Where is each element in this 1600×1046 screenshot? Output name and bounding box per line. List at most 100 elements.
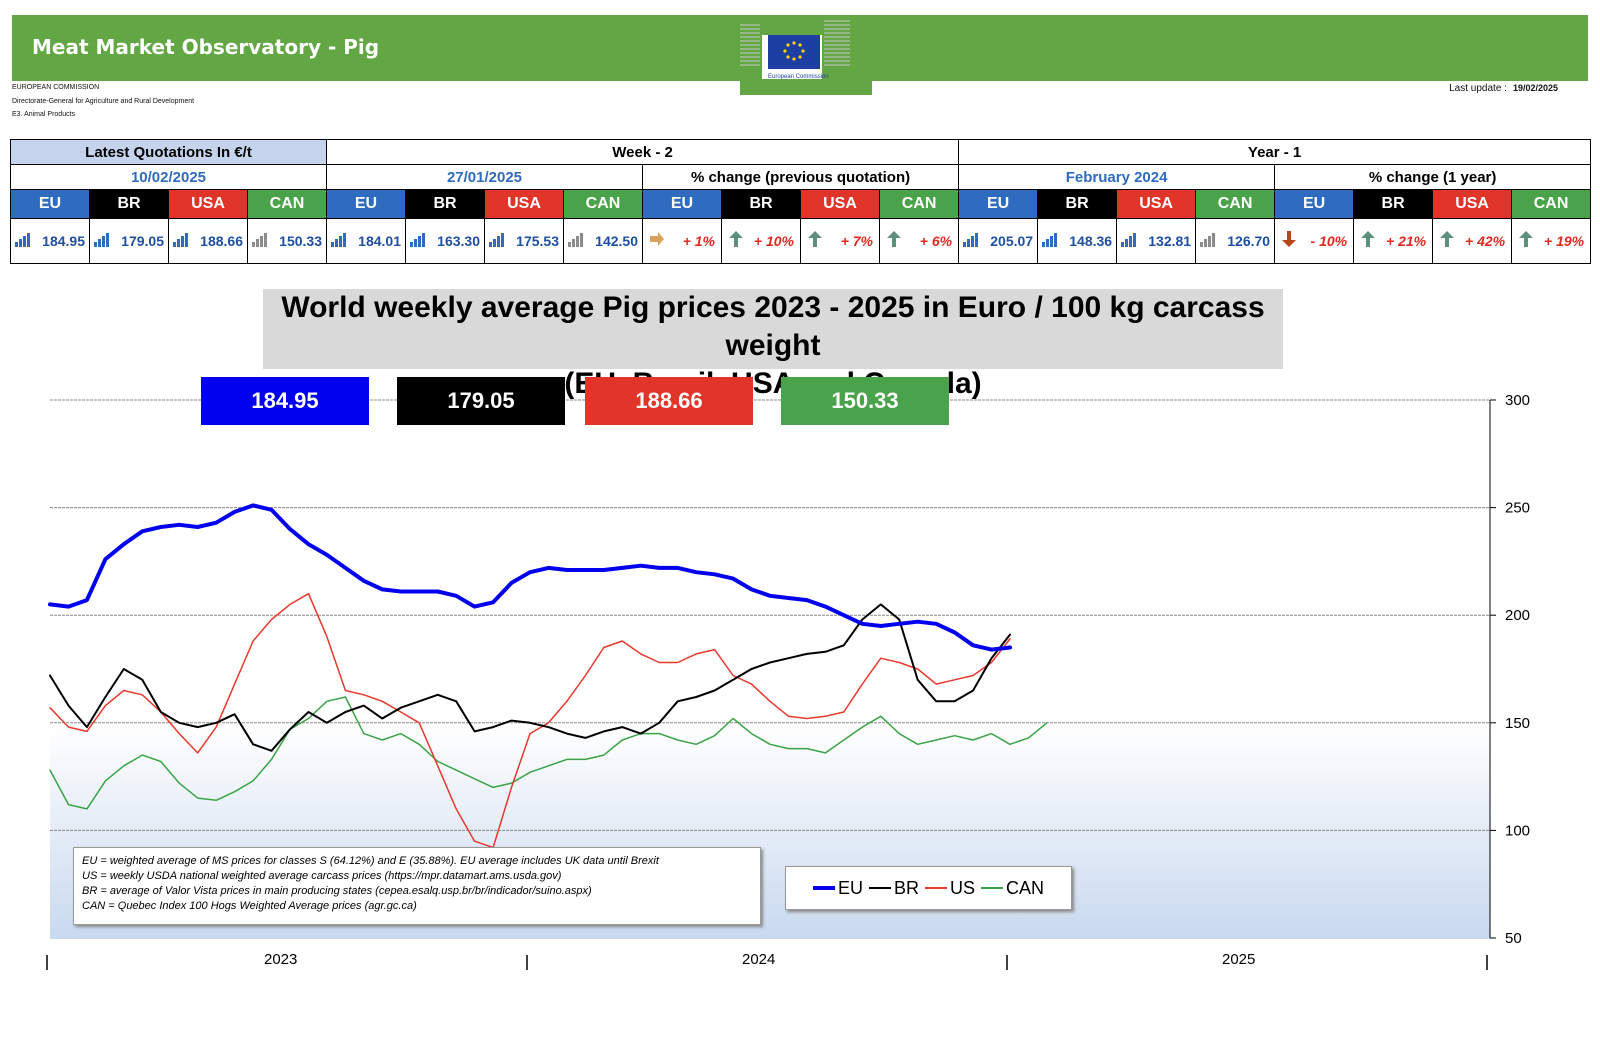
y-tick-label: 250 — [1505, 500, 1530, 517]
chart-legend: EU BR US CAN — [785, 866, 1072, 910]
value-box-eu: 184.95 — [201, 377, 369, 425]
note-br: BR = average of Valor Vista prices in ma… — [82, 885, 592, 897]
series-line-eu — [48, 503, 1012, 652]
legend-item-us: US — [925, 878, 975, 899]
quote-value: 148.36 — [1037, 218, 1118, 264]
legend-line-us — [925, 887, 947, 889]
org-line-3: E3. Animal Products — [12, 111, 76, 118]
quote-value: 175.53 — [484, 218, 564, 264]
legend-line-can — [981, 887, 1004, 889]
x-label-2023: 2023 — [264, 951, 298, 968]
series-line-br — [49, 603, 1011, 752]
col-br: BR — [405, 189, 485, 219]
year1-label: Year - 1 — [958, 139, 1592, 165]
pct-change: + 19% — [1511, 218, 1592, 264]
bar-chart-icon — [331, 233, 346, 247]
col-eu: EU — [326, 189, 406, 219]
latest-date: 10/02/2025 — [10, 164, 327, 190]
arrow-up-icon — [729, 231, 743, 247]
arrow-right-icon — [650, 232, 664, 246]
quote-value: 205.07 — [958, 218, 1039, 264]
value-box-br: 179.05 — [397, 377, 565, 425]
col-can: CAN — [1511, 189, 1592, 219]
bar-chart-icon — [410, 233, 425, 247]
legend-line-br — [868, 887, 891, 889]
pct-change: + 21% — [1353, 218, 1434, 264]
arrow-down-icon — [1282, 231, 1297, 247]
source-notes: EU = weighted average of MS prices for c… — [73, 847, 761, 925]
bar-chart-icon — [963, 233, 979, 247]
col-usa: USA — [168, 189, 248, 219]
pct-change: + 1% — [642, 218, 722, 264]
quote-value: 142.50 — [563, 218, 643, 264]
pct-year-label: % change (1 year) — [1274, 164, 1592, 190]
x-label-2025: 2025 — [1222, 951, 1256, 968]
bar-chart-icon — [173, 233, 188, 247]
col-eu: EU — [958, 189, 1039, 219]
col-eu: EU — [1274, 189, 1355, 219]
quote-value: 150.33 — [247, 218, 327, 264]
col-br: BR — [721, 189, 801, 219]
legend-item-eu: EU — [812, 878, 863, 899]
y-tick-label: 150 — [1505, 715, 1530, 732]
quote-value: 163.30 — [405, 218, 485, 264]
col-eu: EU — [642, 189, 722, 219]
latest-label: Latest Quotations In €/t — [10, 139, 327, 165]
col-can: CAN — [563, 189, 643, 219]
y-tick-label: 50 — [1505, 930, 1522, 947]
note-can: CAN = Quebec Index 100 Hogs Weighted Ave… — [82, 900, 417, 912]
quote-value: 126.70 — [1195, 218, 1276, 264]
col-br: BR — [1037, 189, 1118, 219]
quote-value: 184.01 — [326, 218, 406, 264]
x-label-2024: 2024 — [742, 951, 776, 968]
y-tick-label: 300 — [1505, 392, 1530, 409]
col-can: CAN — [1195, 189, 1276, 219]
arrow-up-icon — [808, 231, 822, 247]
note-eu: EU = weighted average of MS prices for c… — [82, 855, 659, 867]
col-usa: USA — [484, 189, 564, 219]
legend-item-br: BR — [868, 878, 919, 899]
bar-chart-icon — [15, 233, 30, 247]
org-line-1: EUROPEAN COMMISSION — [12, 84, 100, 91]
pct-change: + 6% — [878, 218, 960, 264]
arrow-up-icon — [887, 231, 901, 247]
pct-change: - 10% — [1274, 218, 1355, 264]
quote-value: 179.05 — [89, 218, 169, 264]
col-usa: USA — [1432, 189, 1513, 219]
bar-chart-icon — [1042, 233, 1058, 247]
svg-text:European Commission: European Commission — [768, 74, 829, 80]
series-line-can — [49, 696, 1048, 810]
col-br: BR — [89, 189, 169, 219]
chart-title: World weekly average Pig prices 2023 - 2… — [263, 289, 1283, 400]
quotations-table: Latest Quotations In €/t Week - 2 Year -… — [10, 139, 1592, 264]
y-tick-label: 100 — [1505, 822, 1530, 839]
bar-chart-icon — [489, 233, 504, 247]
week2-date: 27/01/2025 — [326, 164, 643, 190]
ec-logo: European Commission — [740, 15, 872, 95]
arrow-up-icon — [1361, 231, 1376, 247]
arrow-up-icon — [1440, 231, 1455, 247]
note-us: US = weekly USDA national weighted avera… — [82, 870, 562, 882]
quote-value: 184.95 — [10, 218, 90, 264]
arrow-up-icon — [1519, 231, 1534, 247]
page-title: Meat Market Observatory - Pig — [32, 35, 380, 59]
week2-label: Week - 2 — [325, 139, 960, 165]
bar-chart-icon — [252, 233, 267, 247]
pct-change: + 42% — [1432, 218, 1513, 264]
chart-title-line1: World weekly average Pig prices 2023 - 2… — [281, 291, 1265, 362]
col-br: BR — [1353, 189, 1434, 219]
org-line-2: Directorate-General for Agriculture and … — [12, 98, 195, 105]
bar-chart-icon — [1121, 233, 1137, 247]
value-box-can: 150.33 — [781, 377, 949, 425]
legend-line-eu — [812, 886, 835, 890]
quote-value: 132.81 — [1116, 218, 1197, 264]
series-line-us — [49, 592, 1011, 849]
last-update: Last update :19/02/2025 — [1449, 83, 1558, 94]
value-box-us: 188.66 — [585, 377, 753, 425]
y-tick-label: 200 — [1505, 607, 1530, 624]
bar-chart-icon — [568, 233, 583, 247]
col-can: CAN — [247, 189, 327, 219]
legend-item-can: CAN — [981, 878, 1044, 899]
pct-change: + 7% — [800, 218, 880, 264]
pct-change: + 10% — [721, 218, 801, 264]
